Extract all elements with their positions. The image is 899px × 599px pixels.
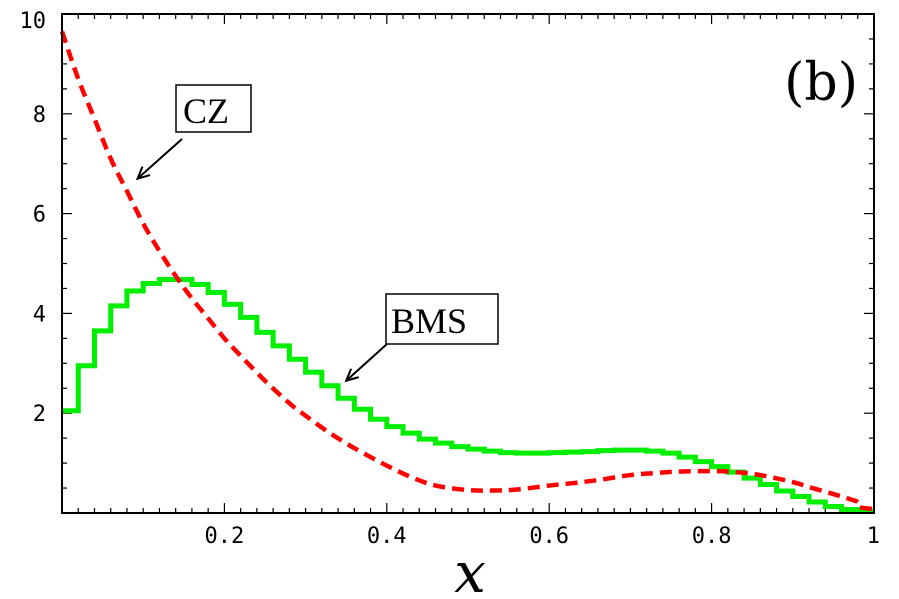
bms-label: BMS [391, 301, 467, 341]
cz-arrow [136, 138, 183, 180]
y-tick-label: 8 [33, 103, 46, 128]
bms-arrowhead [344, 368, 359, 383]
bms-label-box [385, 293, 499, 345]
cz-label: CZ [183, 91, 229, 131]
cz-arrowhead [135, 166, 151, 181]
bms-arrow [345, 343, 388, 382]
x-tick-label: 0.2 [205, 524, 245, 549]
y-tick-label: 2 [33, 402, 46, 427]
x-tick-label: 1 [867, 524, 880, 549]
x-tick-label: 0.6 [529, 524, 569, 549]
x-tick-label: 0.4 [367, 524, 407, 549]
cz-series-line [59, 30, 875, 512]
panel-label: (b) [784, 53, 858, 113]
bms-annotation: BMS [344, 293, 499, 383]
y-tick-label: 10 [20, 9, 47, 34]
x-axis-title: x [454, 541, 486, 599]
plot-frame [61, 13, 875, 514]
x-tick-label: 0.8 [692, 524, 732, 549]
cz-label-box [175, 84, 252, 133]
tick-labels: 0.2 0.4 0.6 0.8 1 2 4 6 8 10 [20, 9, 881, 549]
y-tick-label: 6 [33, 203, 46, 228]
y-tick-label: 4 [33, 302, 46, 327]
cz-annotation: CZ [135, 84, 252, 181]
series-layer [59, 30, 875, 514]
